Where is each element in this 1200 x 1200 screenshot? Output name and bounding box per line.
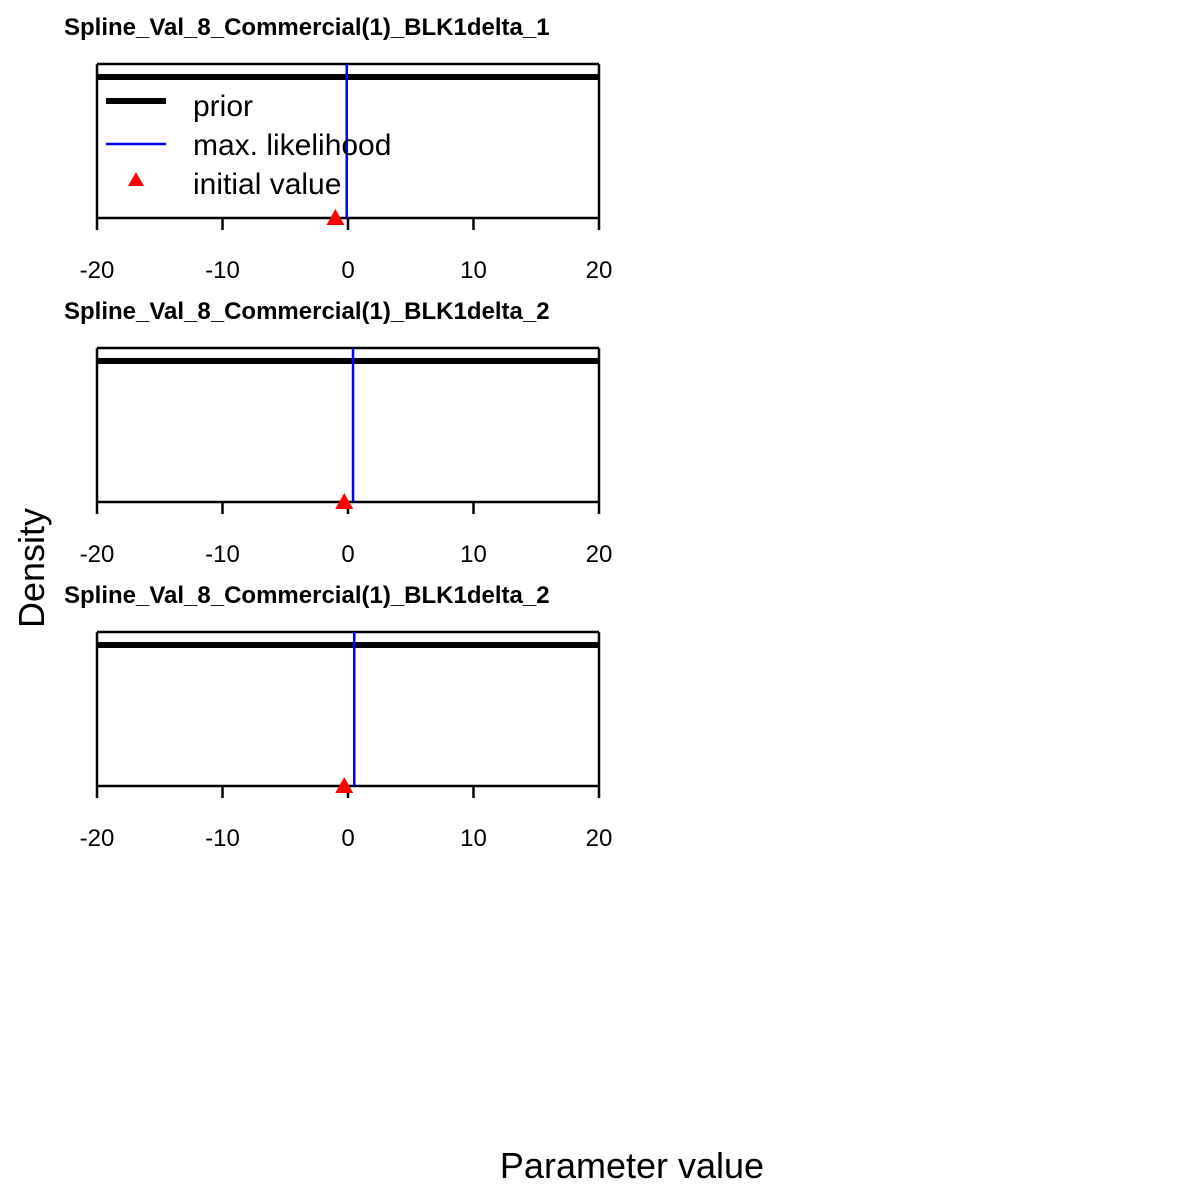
x-tick-label: 0 [341,825,354,852]
x-tick-label: 0 [341,257,354,284]
legend-label: max. likelihood [193,129,391,162]
panels: Spline_Val_8_Commercial(1)_BLK1delta_1 -2… [64,14,612,852]
x-tick-label: 20 [586,825,613,852]
x-tick-label: 10 [460,257,487,284]
x-tick-label: -10 [205,541,240,568]
x-tick-label: -20 [80,257,115,284]
legend-item: prior [106,90,253,123]
initial-value-marker [326,209,345,225]
legend-item: max. likelihood [106,129,391,162]
legend-swatch-initial-value [128,172,144,186]
x-tick-label: 20 [586,257,613,284]
x-tick-label: 10 [460,541,487,568]
x-tick-label: 20 [586,541,613,568]
x-tick-label: -20 [80,541,115,568]
legend-label: initial value [193,168,341,201]
x-tick-label: -20 [80,825,115,852]
panel-3: Spline_Val_8_Commercial(1)_BLK1delta_2 -2… [64,582,612,852]
x-tick-label: 0 [341,541,354,568]
legend-label: prior [193,90,253,123]
initial-value-marker [335,493,354,509]
panel-2: Spline_Val_8_Commercial(1)_BLK1delta_2 -2… [64,298,612,568]
panel-title: Spline_Val_8_Commercial(1)_BLK1delta_1 [64,14,550,41]
initial-value-marker [335,777,354,793]
x-tick-label: -10 [205,825,240,852]
legend-item: initial value [128,168,341,201]
x-tick-label: -10 [205,257,240,284]
panel-title: Spline_Val_8_Commercial(1)_BLK1delta_2 [64,582,550,609]
panel-1: Spline_Val_8_Commercial(1)_BLK1delta_1 -2… [64,14,612,284]
legend: prior max. likelihood initial value [106,90,391,201]
x-tick-label: 10 [460,825,487,852]
y-axis-label: Density [11,508,52,628]
panel-title: Spline_Val_8_Commercial(1)_BLK1delta_2 [64,298,550,325]
x-axis-label: Parameter value [500,1145,764,1186]
